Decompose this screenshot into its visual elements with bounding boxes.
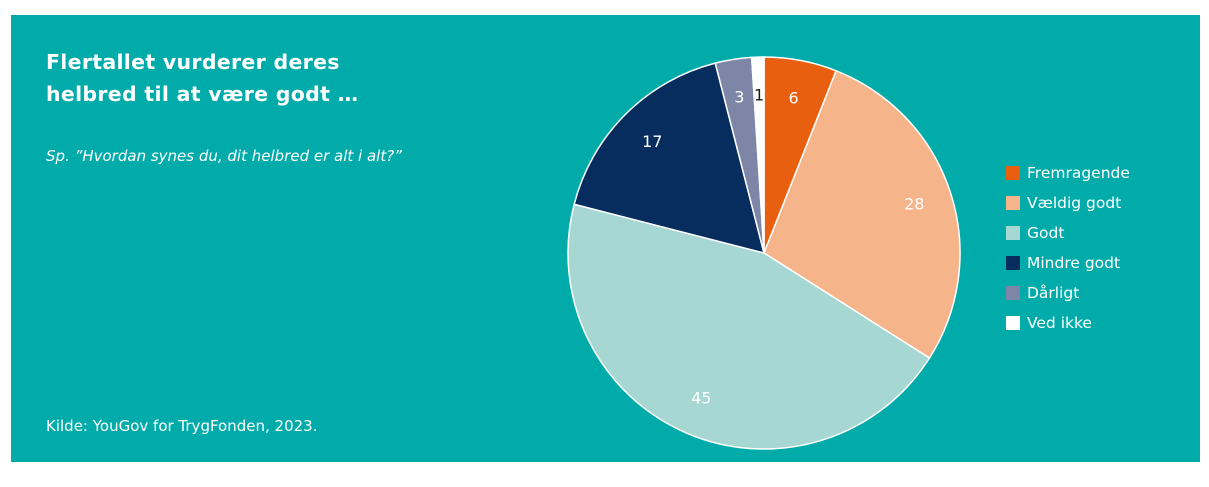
legend-swatch (1006, 256, 1020, 270)
pie-slice-ved-ikke (750, 56, 765, 254)
legend-label: Fremragende (1027, 164, 1130, 182)
data-label-vaeldig-godt: 28 (904, 195, 924, 214)
legend-item-mindre-godt: Mindre godt (1006, 248, 1130, 278)
legend-swatch (1006, 316, 1020, 330)
chart-legend: Fremragende Vældig godt Godt Mindre godt Dår… (1006, 158, 1130, 338)
data-label-darligt: 3 (734, 87, 744, 106)
legend-swatch (1006, 226, 1020, 240)
pie-slice-godt (567, 203, 931, 450)
data-label-ved-ikke: 1 (754, 86, 764, 105)
legend-swatch (1006, 286, 1020, 300)
legend-item-fremragende: Fremragende (1006, 158, 1130, 188)
data-label-fremragende: 6 (789, 88, 799, 107)
legend-swatch (1006, 196, 1020, 210)
data-label-godt: 45 (691, 389, 711, 408)
pie-slice-mindre-godt (573, 62, 766, 255)
legend-item-vaeldig-godt: Vældig godt (1006, 188, 1130, 218)
source-note: Kilde: YouGov for TrygFonden, 2023. (46, 417, 318, 435)
legend-item-godt: Godt (1006, 218, 1130, 248)
pie-slice-vaeldig-godt (763, 69, 961, 360)
legend-item-darligt: Dårligt (1006, 278, 1130, 308)
legend-label: Godt (1027, 224, 1065, 242)
chart-subtitle: Sp. ”Hvordan synes du, dit helbred er al… (46, 147, 402, 165)
legend-label: Ved ikke (1027, 314, 1092, 332)
legend-label: Vældig godt (1027, 194, 1122, 212)
chart-title: Flertallet vurderer deres helbred til at… (46, 50, 359, 106)
legend-label: Mindre godt (1027, 254, 1121, 272)
legend-item-ved-ikke: Ved ikke (1006, 308, 1130, 338)
data-label-mindre-godt: 17 (642, 132, 662, 151)
legend-swatch (1006, 166, 1020, 180)
legend-label: Dårligt (1027, 284, 1080, 302)
